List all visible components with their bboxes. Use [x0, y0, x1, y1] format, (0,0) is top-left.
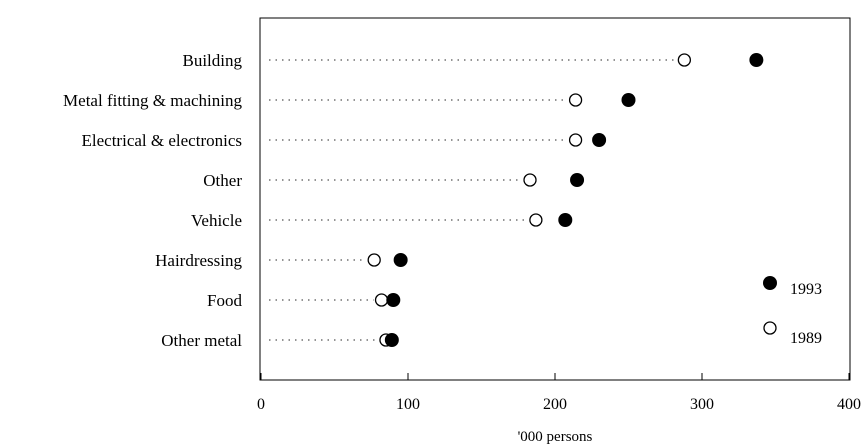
category-label: Electrical & electronics [82, 131, 242, 150]
marker-1993 [570, 173, 585, 187]
legend-marker-1993 [763, 276, 777, 290]
category-labels: Building Metal fitting & machining Electri… [63, 51, 242, 350]
marker-1993 [621, 93, 636, 107]
marker-1989 [367, 253, 381, 267]
category-label: Food [207, 291, 242, 310]
legend-label-1993: 1993 [790, 281, 822, 298]
x-tick-label: 0 [257, 396, 265, 413]
marker-1993 [393, 253, 408, 267]
marker-1993 [749, 53, 764, 67]
x-tick-label: 100 [396, 396, 420, 413]
category-label: Other [203, 171, 242, 190]
x-axis-ticks: 0 100 200 300 400 [257, 373, 861, 413]
x-axis-title: '000 persons [518, 429, 593, 445]
marker-1989 [568, 93, 583, 107]
legend: 1993 1989 [763, 276, 822, 347]
guide-lines [269, 59, 677, 341]
marker-1989 [529, 213, 543, 227]
category-label: Metal fitting & machining [63, 91, 242, 110]
legend-label-1989: 1989 [790, 330, 822, 347]
marker-1989 [568, 133, 583, 147]
marker-1993 [558, 213, 573, 227]
marker-1989 [677, 53, 692, 67]
x-tick-label: 300 [690, 396, 714, 413]
marker-1989 [523, 173, 537, 187]
marker-1989 [374, 293, 389, 307]
category-label: Vehicle [191, 211, 242, 230]
category-label: Building [182, 51, 242, 70]
x-tick-label: 400 [837, 396, 861, 413]
data-markers [367, 53, 764, 347]
category-label: Hairdressing [155, 251, 242, 270]
plot-frame [259, 17, 851, 381]
legend-marker-1989 [763, 321, 777, 335]
marker-1993 [384, 333, 399, 347]
marker-1993 [592, 133, 607, 147]
marker-1993 [386, 293, 401, 307]
category-label: Other metal [161, 331, 242, 350]
x-tick-label: 200 [543, 396, 567, 413]
